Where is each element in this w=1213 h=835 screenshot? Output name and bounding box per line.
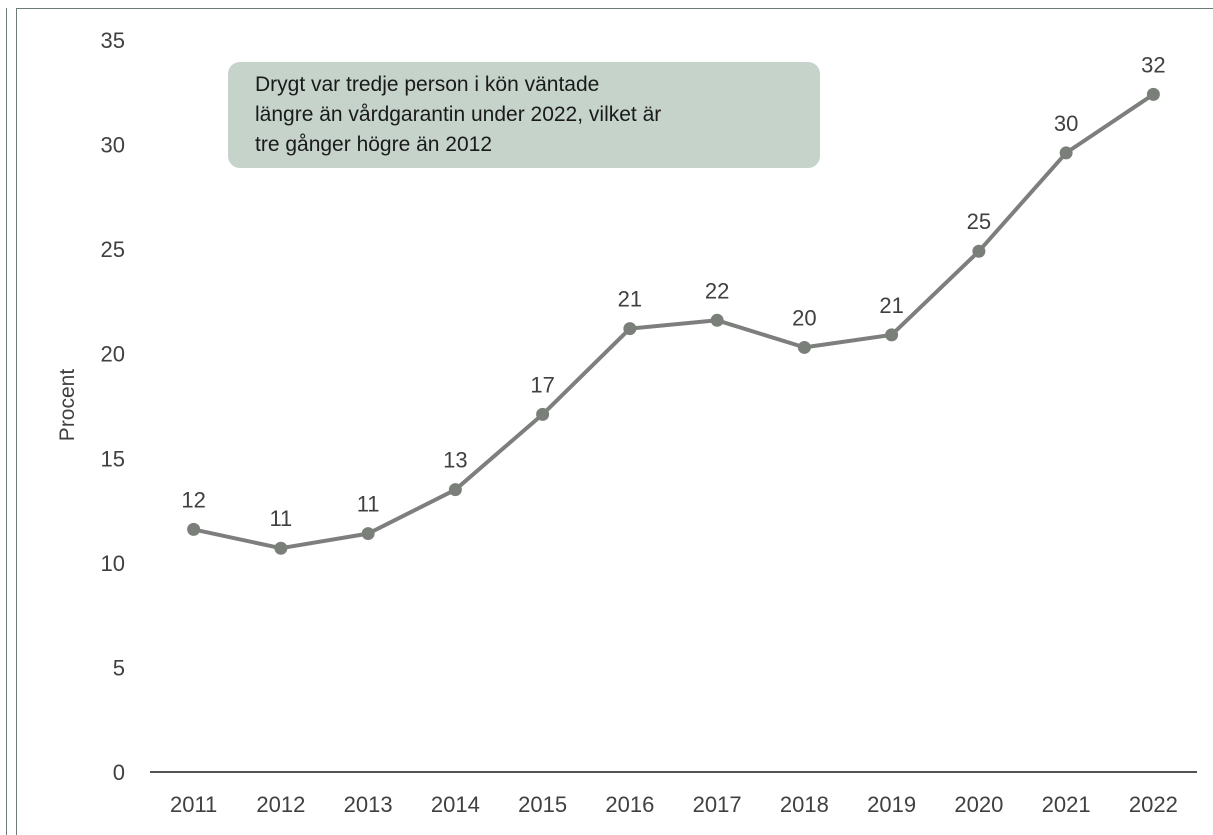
data-label: 30 (1054, 111, 1078, 136)
data-label: 21 (879, 293, 903, 318)
x-tick-label: 2015 (518, 792, 567, 817)
data-point (361, 527, 375, 541)
annotation-line-3: tre gånger högre än 2012 (255, 133, 493, 156)
y-tick-label: 10 (101, 551, 125, 576)
x-tick-label: 2020 (954, 792, 1003, 817)
data-point (623, 322, 637, 336)
data-point (710, 313, 724, 327)
data-label: 22 (705, 278, 729, 303)
data-label: 12 (181, 487, 205, 512)
data-label: 25 (967, 209, 991, 234)
data-point (1146, 87, 1160, 101)
y-axis-title: Procent (56, 369, 79, 442)
x-tick-label: 2021 (1042, 792, 1091, 817)
data-label: 13 (443, 448, 467, 473)
x-tick-label: 2016 (605, 792, 654, 817)
x-tick-label: 2019 (867, 792, 916, 817)
series-line (193, 92, 1155, 551)
data-point (1059, 146, 1073, 160)
frame-inner-rule (16, 8, 17, 835)
x-axis-ticks: 2011 2012 2013 2014 2015 2016 2017 2018 2019 2020… (170, 792, 1178, 817)
data-point (274, 541, 288, 555)
annotation-line-1: Drygt var tredje person i kön väntade (255, 73, 600, 96)
data-point (448, 483, 462, 497)
annotation-line-2: längre än vårdgarantin under 2022, vilke… (255, 103, 662, 126)
series-markers (187, 87, 1160, 555)
data-label: 17 (530, 372, 554, 397)
frame-top-rule (16, 8, 1213, 9)
data-label: 11 (357, 492, 380, 517)
y-tick-label: 5 (113, 655, 125, 680)
x-tick-label: 2012 (256, 792, 305, 817)
y-tick-label: 0 (113, 760, 125, 785)
y-axis-ticks: 0 5 10 15 20 25 30 35 (101, 28, 125, 785)
data-label: 32 (1141, 52, 1165, 77)
x-tick-label: 2014 (431, 792, 480, 817)
y-tick-label: 20 (101, 342, 125, 367)
x-tick-label: 2022 (1129, 792, 1178, 817)
data-label: 20 (792, 305, 816, 330)
annotation-callout: Drygt var tredje person i kön väntade lä… (228, 62, 820, 168)
x-tick-label: 2011 (170, 792, 217, 817)
frame-left-rule (6, 8, 7, 835)
y-tick-label: 25 (101, 237, 125, 262)
data-label: 11 (269, 506, 292, 531)
y-tick-label: 15 (101, 446, 125, 471)
x-tick-label: 2013 (344, 792, 393, 817)
data-point (187, 522, 201, 536)
x-tick-label: 2017 (693, 792, 742, 817)
data-point (972, 244, 986, 258)
data-point (536, 407, 550, 421)
data-labels: 12 11 11 13 17 21 22 20 21 25 30 32 (181, 52, 1165, 531)
y-tick-label: 30 (101, 133, 125, 158)
data-label: 21 (618, 287, 642, 312)
data-point (797, 340, 811, 354)
x-tick-label: 2018 (780, 792, 829, 817)
data-point (885, 328, 899, 342)
y-tick-label: 35 (101, 28, 125, 53)
